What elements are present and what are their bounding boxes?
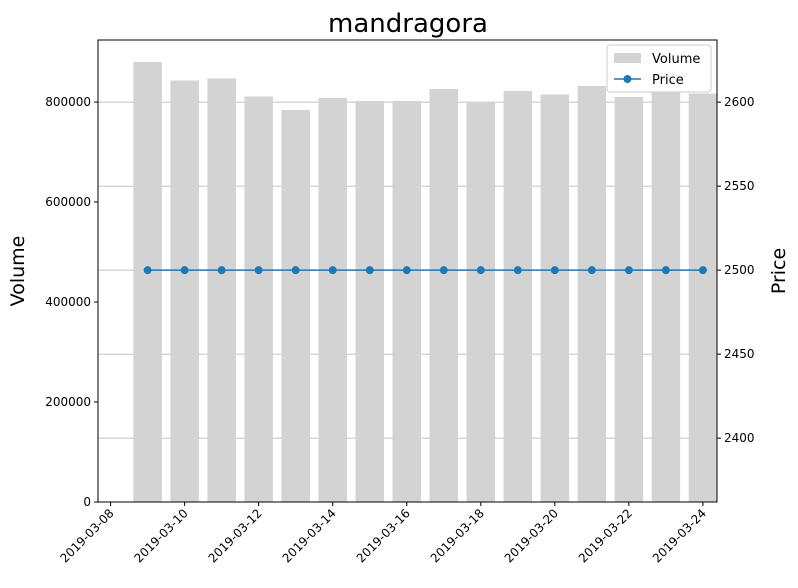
y-tick-label: 0	[83, 495, 91, 509]
y2-tick-label: 2600	[724, 95, 755, 109]
price-marker	[476, 266, 485, 275]
volume-bar	[577, 86, 607, 502]
price-marker	[365, 266, 374, 275]
x-tick-label: 2019-03-14	[280, 506, 339, 565]
y2-tick-label: 2400	[724, 431, 755, 445]
volume-bar	[207, 78, 236, 502]
price-marker	[217, 266, 226, 275]
line-layer	[143, 266, 707, 275]
price-marker	[587, 266, 596, 275]
volume-bar	[355, 101, 384, 502]
chart-title: mandragora	[328, 9, 488, 39]
x-tick-label: 2019-03-24	[650, 506, 709, 565]
volume-bar	[614, 97, 644, 502]
volume-bar	[429, 89, 459, 502]
price-marker	[402, 266, 411, 275]
volume-bar	[281, 110, 310, 502]
price-marker	[291, 266, 300, 275]
legend-volume-swatch	[614, 53, 641, 63]
plot-frame	[97, 39, 718, 503]
volume-bar	[133, 62, 162, 502]
volume-bar	[392, 101, 422, 502]
y2-tick-label: 2450	[724, 347, 755, 361]
y2-tick-label: 2500	[724, 263, 755, 277]
legend: Volume Price	[606, 44, 712, 93]
y-axis-label: Volume	[7, 236, 29, 307]
price-marker	[439, 266, 448, 275]
price-marker	[254, 266, 263, 275]
price-marker	[624, 266, 633, 275]
legend-price-label: Price	[652, 73, 684, 88]
y-tick-label: 600000	[45, 195, 91, 209]
price-marker	[180, 266, 189, 275]
x-tick-label: 2019-03-22	[576, 506, 635, 565]
price-marker	[143, 266, 152, 275]
x-tick-label: 2019-03-10	[132, 506, 191, 565]
price-marker	[661, 266, 670, 275]
price-marker	[513, 266, 522, 275]
x-tick-label: 2019-03-08	[57, 506, 116, 565]
x-tick-label: 2019-03-16	[354, 506, 413, 565]
price-marker	[328, 266, 337, 275]
volume-bar	[540, 94, 570, 502]
volume-bar	[688, 93, 718, 502]
volume-bar	[503, 91, 533, 502]
y-tick-label: 400000	[45, 295, 91, 309]
y-tick-label: 200000	[45, 395, 91, 409]
price-marker	[550, 266, 559, 275]
x-tick-label: 2019-03-20	[502, 506, 561, 565]
y2-tick-label: 2550	[724, 179, 755, 193]
x-tick-label: 2019-03-18	[428, 506, 487, 565]
volume-bar	[170, 80, 199, 502]
legend-volume-label: Volume	[652, 52, 700, 67]
volume-bar	[318, 98, 347, 502]
legend-price-marker	[623, 75, 632, 83]
bar-layer	[133, 62, 718, 502]
y2-axis-label: Price	[768, 248, 790, 294]
x-tick-label: 2019-03-12	[206, 506, 265, 565]
volume-bar	[466, 102, 496, 502]
volume-bar	[651, 92, 681, 502]
volume-bar	[244, 96, 273, 502]
price-marker	[698, 266, 707, 275]
y-tick-label: 800000	[45, 95, 91, 109]
